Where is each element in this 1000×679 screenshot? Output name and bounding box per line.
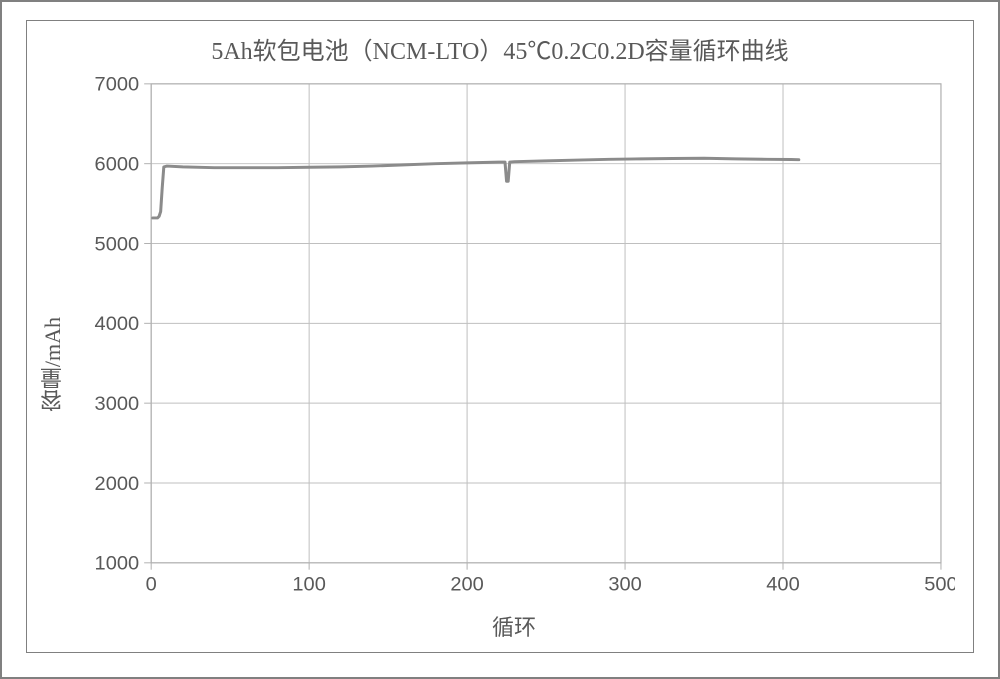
- chart-body: 容量/mAh 0 100 200 300 400 500 1000 2000 3000 4000 5…: [27, 72, 973, 652]
- svg-text:6000: 6000: [95, 154, 140, 176]
- chart-title: 5Ah软包电池（NCM-LTO）45℃0.2C0.2D容量循环曲线: [27, 21, 973, 72]
- plot-wrap: 0 100 200 300 400 500 1000 2000 3000 4000 5000 6000…: [73, 76, 955, 652]
- svg-text:100: 100: [292, 573, 325, 595]
- y-axis-label: 容量/mAh: [33, 317, 73, 411]
- svg-text:7000: 7000: [95, 76, 140, 96]
- chart-panel: 5Ah软包电池（NCM-LTO）45℃0.2C0.2D容量循环曲线 容量/mAh…: [26, 20, 974, 653]
- svg-text:500: 500: [924, 573, 955, 595]
- plot-svg: 0 100 200 300 400 500 1000 2000 3000 4000 5000 6000…: [73, 76, 955, 606]
- svg-text:1000: 1000: [95, 553, 140, 575]
- plot-svg-holder: 0 100 200 300 400 500 1000 2000 3000 4000 5000 6000…: [73, 76, 955, 606]
- svg-text:3000: 3000: [95, 393, 140, 415]
- svg-text:200: 200: [450, 573, 483, 595]
- svg-text:300: 300: [608, 573, 641, 595]
- svg-text:5000: 5000: [95, 234, 140, 256]
- svg-text:2000: 2000: [95, 473, 140, 495]
- svg-text:0: 0: [146, 573, 157, 595]
- outer-frame: 5Ah软包电池（NCM-LTO）45℃0.2C0.2D容量循环曲线 容量/mAh…: [0, 0, 1000, 679]
- svg-text:400: 400: [766, 573, 799, 595]
- svg-text:4000: 4000: [95, 313, 140, 335]
- x-axis-label: 循环: [73, 606, 955, 652]
